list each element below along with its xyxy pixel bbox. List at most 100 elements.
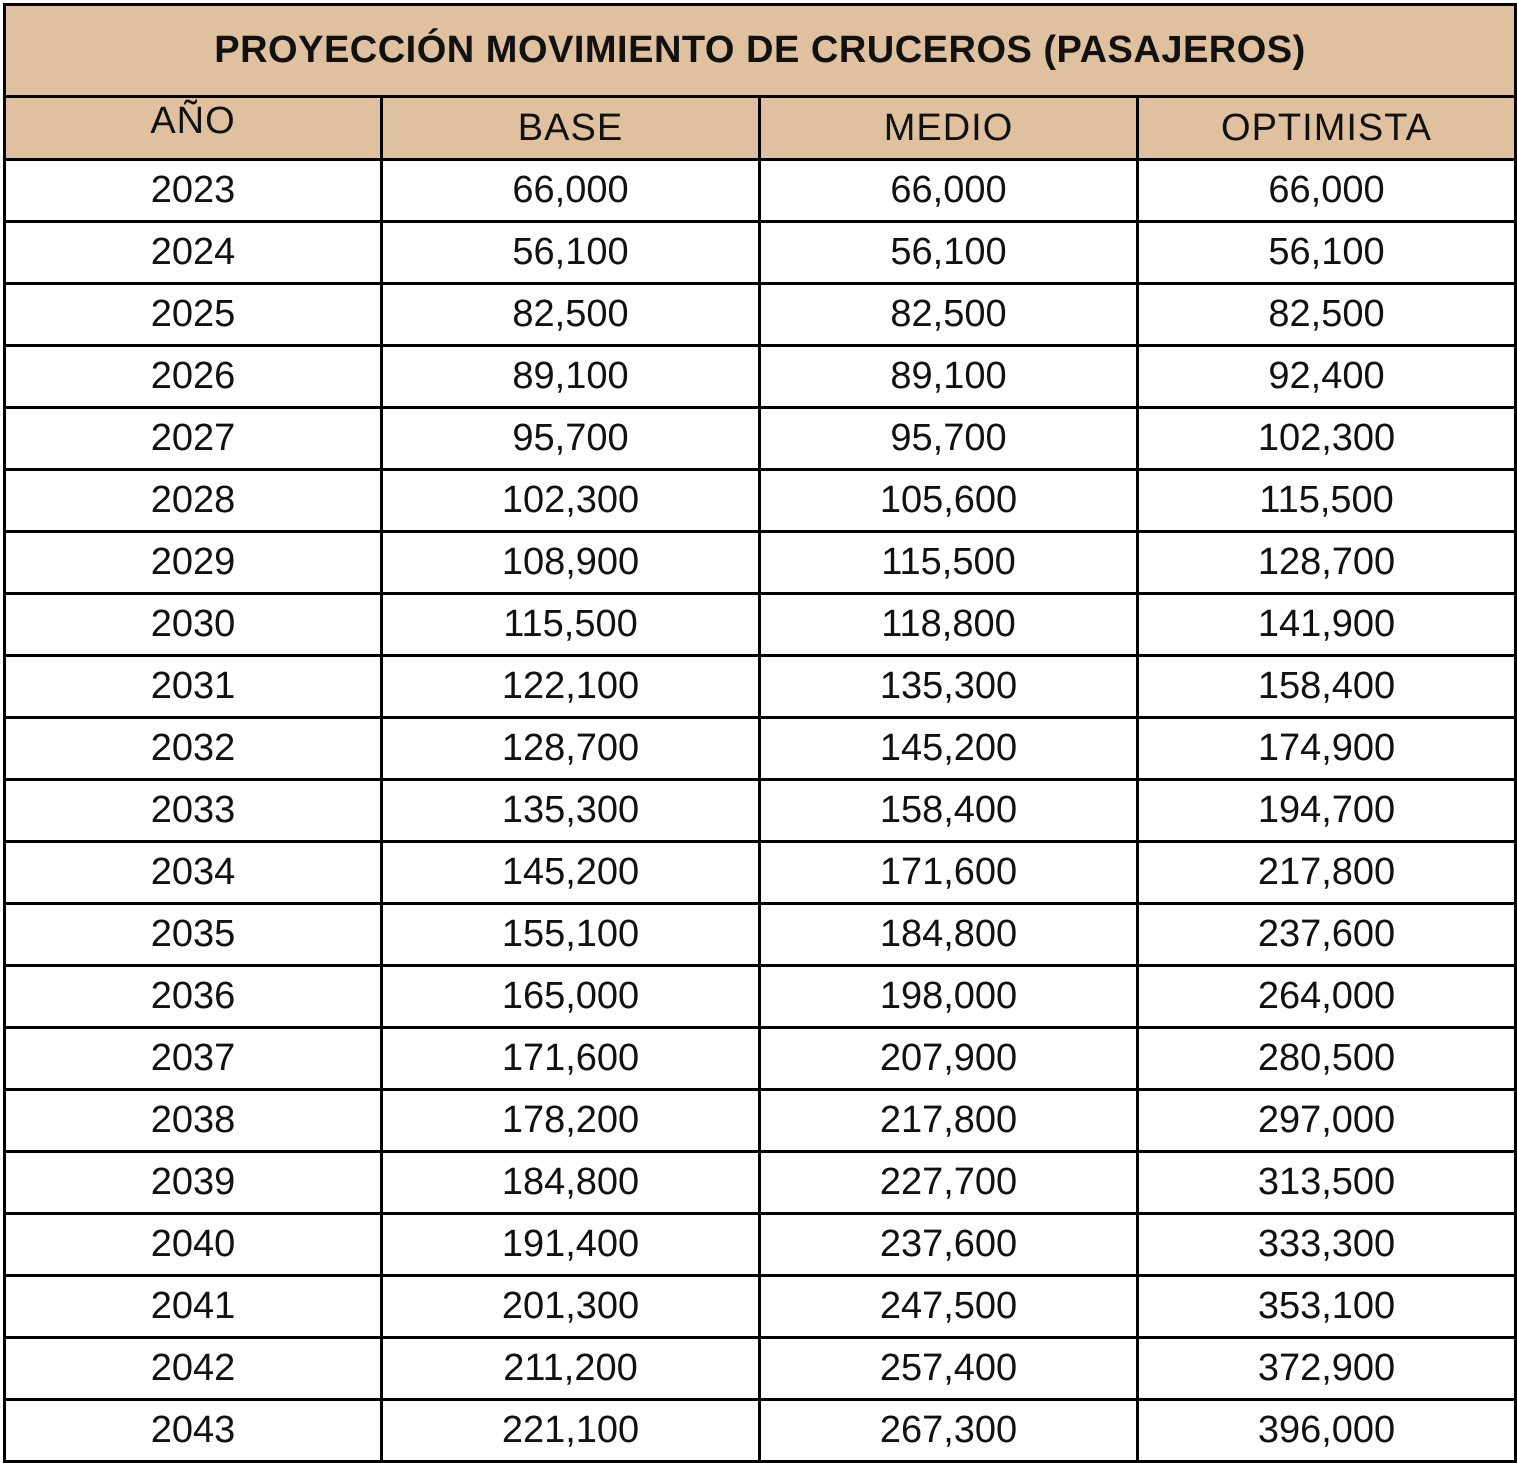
- base-cell: 108,900: [380, 530, 761, 595]
- base-cell: 135,300: [380, 778, 761, 843]
- table-row: 2040 191,400 237,600 333,300: [3, 1212, 1517, 1277]
- optimista-cell: 372,900: [1135, 1336, 1517, 1401]
- table-row: 2024 56,100 56,100 56,100: [3, 220, 1517, 285]
- table-row: 2036 165,000 198,000 264,000: [3, 964, 1517, 1029]
- optimista-cell: 92,400: [1135, 344, 1517, 409]
- base-cell: 171,600: [380, 1026, 761, 1091]
- table-body: 2023 66,000 66,000 66,000 2024 56,100 56,100 56…: [3, 158, 1517, 1463]
- optimista-cell: 174,900: [1135, 716, 1517, 781]
- year-cell: 2029: [3, 530, 383, 595]
- optimista-cell: 141,900: [1135, 592, 1517, 657]
- medio-cell: 184,800: [758, 902, 1139, 967]
- base-cell: 66,000: [380, 158, 761, 223]
- medio-cell: 118,800: [758, 592, 1139, 657]
- year-cell: 2039: [3, 1150, 383, 1215]
- base-cell: 128,700: [380, 716, 761, 781]
- table-row: 2026 89,100 89,100 92,400: [3, 344, 1517, 409]
- year-cell: 2024: [3, 220, 383, 285]
- medio-cell: 207,900: [758, 1026, 1139, 1091]
- base-cell: 201,300: [380, 1274, 761, 1339]
- base-cell: 155,100: [380, 902, 761, 967]
- year-cell: 2028: [3, 468, 383, 533]
- table-row: 2030 115,500 118,800 141,900: [3, 592, 1517, 657]
- optimista-cell: 237,600: [1135, 902, 1517, 967]
- medio-cell: 89,100: [758, 344, 1139, 409]
- base-cell: 102,300: [380, 468, 761, 533]
- year-cell: 2038: [3, 1088, 383, 1153]
- year-cell: 2036: [3, 964, 383, 1029]
- year-cell: 2026: [3, 344, 383, 409]
- table-row: 2035 155,100 184,800 237,600: [3, 902, 1517, 967]
- base-cell: 221,100: [380, 1398, 761, 1463]
- header-row: AÑO BASE MEDIO OPTIMISTA: [3, 95, 1517, 161]
- optimista-cell: 396,000: [1135, 1398, 1517, 1463]
- medio-cell: 105,600: [758, 468, 1139, 533]
- table-row: 2031 122,100 135,300 158,400: [3, 654, 1517, 719]
- table-row: 2034 145,200 171,600 217,800: [3, 840, 1517, 905]
- base-cell: 211,200: [380, 1336, 761, 1401]
- medio-cell: 82,500: [758, 282, 1139, 347]
- medio-cell: 56,100: [758, 220, 1139, 285]
- medio-cell: 227,700: [758, 1150, 1139, 1215]
- year-cell: 2033: [3, 778, 383, 843]
- medio-cell: 158,400: [758, 778, 1139, 843]
- optimista-cell: 333,300: [1135, 1212, 1517, 1277]
- base-cell: 184,800: [380, 1150, 761, 1215]
- table-row: 2042 211,200 257,400 372,900: [3, 1336, 1517, 1401]
- medio-cell: 95,700: [758, 406, 1139, 471]
- title-row: PROYECCIÓN MOVIMIENTO DE CRUCEROS (PASAJ…: [2, 3, 1517, 98]
- year-cell: 2035: [3, 902, 383, 967]
- year-cell: 2040: [3, 1212, 383, 1277]
- medio-cell: 267,300: [758, 1398, 1139, 1463]
- table-row: 2028 102,300 105,600 115,500: [3, 468, 1517, 533]
- base-cell: 165,000: [380, 964, 761, 1029]
- table-row: 2032 128,700 145,200 174,900: [3, 716, 1517, 781]
- year-cell: 2027: [3, 406, 383, 471]
- year-cell: 2037: [3, 1026, 383, 1091]
- year-cell: 2034: [3, 840, 383, 905]
- optimista-cell: 82,500: [1135, 282, 1517, 347]
- year-cell: 2023: [3, 158, 383, 223]
- medio-cell: 66,000: [758, 158, 1139, 223]
- table-row: 2041 201,300 247,500 353,100: [3, 1274, 1517, 1339]
- year-cell: 2043: [3, 1398, 383, 1463]
- medio-cell: 115,500: [758, 530, 1139, 595]
- cruise-projection-table: PROYECCIÓN MOVIMIENTO DE CRUCEROS (PASAJ…: [2, 3, 1517, 1463]
- medio-cell: 247,500: [758, 1274, 1139, 1339]
- base-cell: 95,700: [380, 406, 761, 471]
- column-header-base: BASE: [380, 95, 761, 161]
- table-row: 2025 82,500 82,500 82,500: [3, 282, 1517, 347]
- table-row: 2038 178,200 217,800 297,000: [3, 1088, 1517, 1153]
- year-cell: 2030: [3, 592, 383, 657]
- optimista-cell: 264,000: [1135, 964, 1517, 1029]
- table-row: 2039 184,800 227,700 313,500: [3, 1150, 1517, 1215]
- projection-table-container: PROYECCIÓN MOVIMIENTO DE CRUCEROS (PASAJ…: [2, 3, 1517, 1463]
- base-cell: 122,100: [380, 654, 761, 719]
- column-header-optimista: OPTIMISTA: [1135, 95, 1517, 161]
- optimista-cell: 102,300: [1135, 406, 1517, 471]
- table-row: 2037 171,600 207,900 280,500: [3, 1026, 1517, 1091]
- optimista-cell: 128,700: [1135, 530, 1517, 595]
- base-cell: 56,100: [380, 220, 761, 285]
- optimista-cell: 66,000: [1135, 158, 1517, 223]
- year-cell: 2041: [3, 1274, 383, 1339]
- medio-cell: 257,400: [758, 1336, 1139, 1401]
- medio-cell: 198,000: [758, 964, 1139, 1029]
- column-header-medio: MEDIO: [758, 95, 1139, 161]
- table-row: 2043 221,100 267,300 396,000: [3, 1398, 1517, 1463]
- year-cell: 2031: [3, 654, 383, 719]
- medio-cell: 237,600: [758, 1212, 1139, 1277]
- base-cell: 178,200: [380, 1088, 761, 1153]
- table-row: 2033 135,300 158,400 194,700: [3, 778, 1517, 843]
- optimista-cell: 280,500: [1135, 1026, 1517, 1091]
- optimista-cell: 313,500: [1135, 1150, 1517, 1215]
- column-header-year: AÑO: [3, 95, 383, 161]
- base-cell: 115,500: [380, 592, 761, 657]
- optimista-cell: 217,800: [1135, 840, 1517, 905]
- table-title: PROYECCIÓN MOVIMIENTO DE CRUCEROS (PASAJ…: [2, 3, 1517, 98]
- optimista-cell: 158,400: [1135, 654, 1517, 719]
- table-row: 2029 108,900 115,500 128,700: [3, 530, 1517, 595]
- medio-cell: 145,200: [758, 716, 1139, 781]
- base-cell: 191,400: [380, 1212, 761, 1277]
- base-cell: 145,200: [380, 840, 761, 905]
